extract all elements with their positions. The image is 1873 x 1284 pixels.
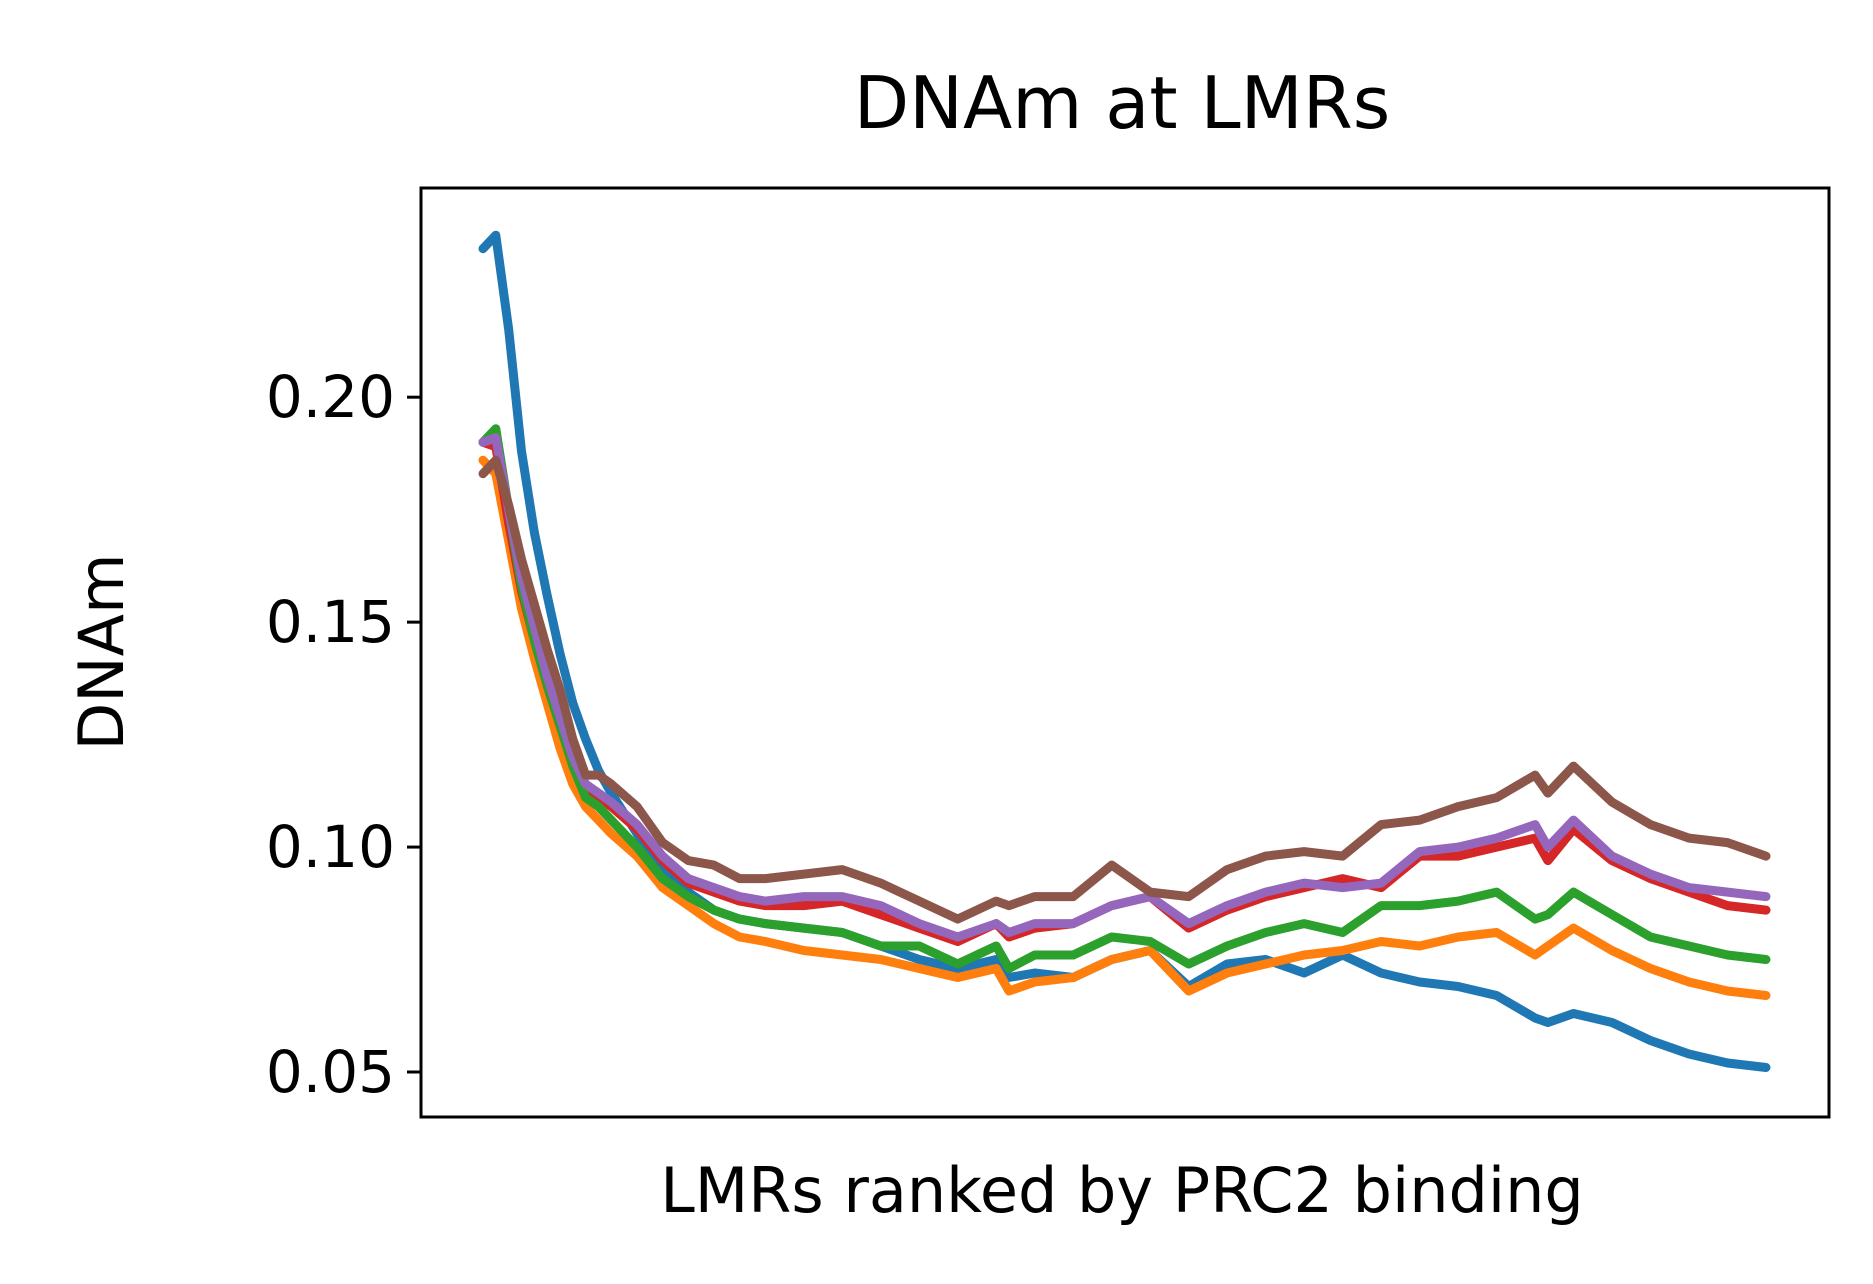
chart-title: DNAm at LMRs — [854, 61, 1391, 145]
series-line-2 — [478, 455, 1771, 1000]
y-tick-label: 0.10 — [266, 813, 395, 881]
series-line-4 — [478, 424, 1771, 973]
series-line-1 — [478, 230, 1771, 1072]
series-layer — [478, 230, 1771, 1072]
series-line-6 — [478, 455, 1771, 924]
y-axis-label: DNAm — [65, 554, 138, 751]
y-tick-label: 0.20 — [266, 363, 395, 431]
y-tick-label: 0.05 — [266, 1038, 395, 1106]
y-axis-ticks: 0.05 0.10 0.15 0.20 — [266, 363, 421, 1106]
y-tick-label: 0.15 — [266, 588, 395, 656]
series-line-5 — [478, 433, 1771, 942]
x-axis-label: LMRs ranked by PRC2 binding — [660, 1154, 1584, 1227]
plot-frame — [419, 186, 1831, 1119]
